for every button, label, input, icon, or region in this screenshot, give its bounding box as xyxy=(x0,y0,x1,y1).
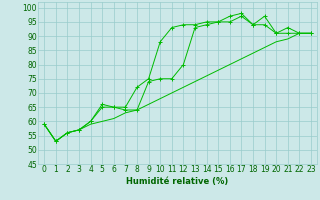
X-axis label: Humidité relative (%): Humidité relative (%) xyxy=(126,177,229,186)
